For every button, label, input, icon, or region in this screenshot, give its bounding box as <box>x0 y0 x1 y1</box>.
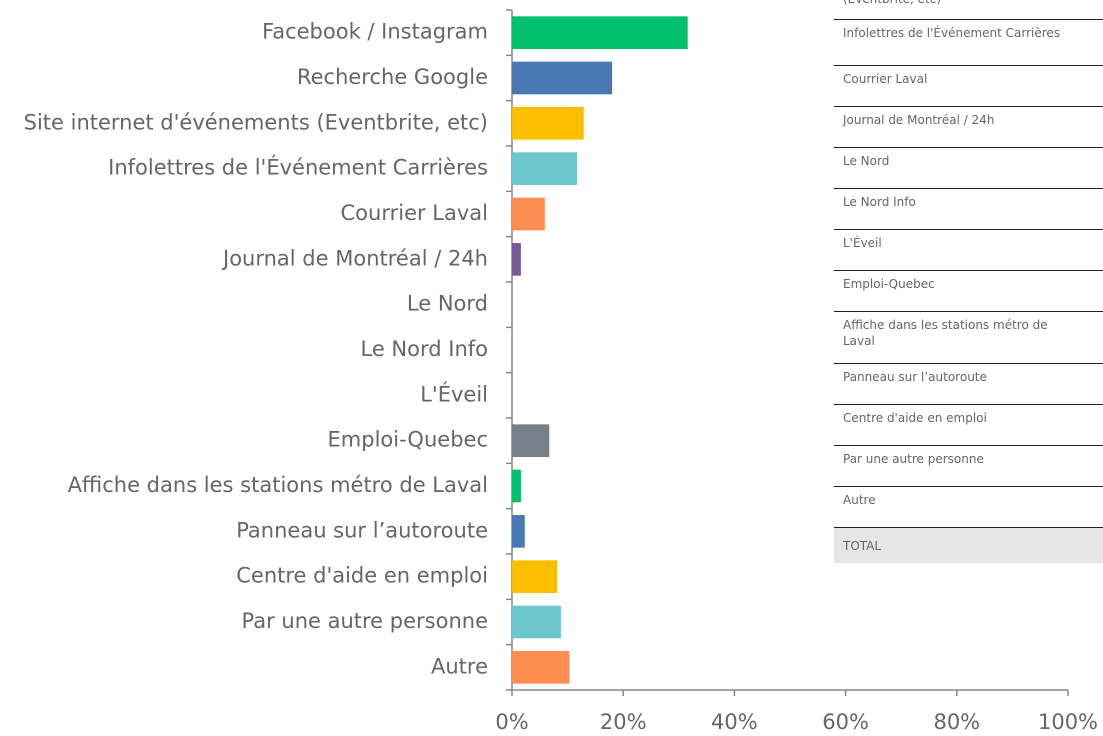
category-label: Journal de Montréal / 24h <box>221 246 488 270</box>
row-label: Le Nord <box>843 154 890 168</box>
row-label: Courrier Laval <box>843 72 928 86</box>
bar <box>512 515 525 548</box>
category-label: Site internet d'événements (Eventbrite, … <box>24 110 488 134</box>
x-tick-label: 60% <box>822 710 869 734</box>
category-label: Courrier Laval <box>341 201 488 225</box>
bar <box>512 61 613 95</box>
bar <box>512 16 688 49</box>
x-tick-label: 80% <box>933 710 980 734</box>
category-label: Autre <box>431 654 488 678</box>
bar <box>512 605 561 639</box>
bar <box>512 107 584 140</box>
table-row: Emploi-Quebec <box>834 271 1103 312</box>
x-tick-label: 100% <box>1038 710 1098 734</box>
bar <box>512 243 521 276</box>
category-label: Panneau sur l’autoroute <box>236 518 488 542</box>
x-tick-label: 20% <box>600 710 647 734</box>
table-row: L'Éveil <box>834 230 1103 271</box>
x-tick-label: 40% <box>711 710 758 734</box>
table-row: (Eventbrite, etc) <box>834 0 1103 20</box>
bar <box>512 152 578 185</box>
category-label: Recherche Google <box>297 65 488 89</box>
table-row: Centre d'aide en emploi <box>834 405 1103 446</box>
row-label: Centre d'aide en emploi <box>843 411 987 425</box>
category-label: Affiche dans les stations métro de Laval <box>68 473 488 497</box>
row-label: Panneau sur l’autoroute <box>843 370 987 384</box>
row-label: (Eventbrite, etc) <box>843 0 1073 7</box>
category-label: Emploi-Quebec <box>328 428 488 452</box>
bar <box>512 651 570 684</box>
table-row: Panneau sur l’autoroute <box>834 364 1103 405</box>
row-label: Affiche dans les stations métro de Laval <box>843 318 1048 348</box>
row-label: Par une autre personne <box>843 452 984 466</box>
category-label: Facebook / Instagram <box>262 20 488 44</box>
total-row: TOTAL <box>834 528 1103 563</box>
category-label: Infolettres de l'Événement Carrières <box>108 155 488 180</box>
table-row: Par une autre personne <box>834 446 1103 487</box>
row-label: Infolettres de l'Événement Carrières <box>843 26 1061 40</box>
table-row: Affiche dans les stations métro de Laval <box>834 312 1103 364</box>
table-row: Infolettres de l'Événement Carrières <box>834 20 1103 66</box>
row-label: Autre <box>843 493 876 507</box>
table-row: Autre <box>834 487 1103 528</box>
bar <box>512 197 545 231</box>
bar <box>512 424 550 457</box>
table-row: Le Nord <box>834 148 1103 189</box>
bar <box>512 560 558 593</box>
table-row: Journal de Montréal / 24h <box>834 107 1103 148</box>
category-label: Par une autre personne <box>241 609 488 633</box>
table: (Eventbrite, etc) Infolettres de l'Événem… <box>834 0 1103 563</box>
category-label: L'Éveil <box>420 381 488 406</box>
x-tick-label: 0% <box>495 710 528 734</box>
row-label: L'Éveil <box>843 236 882 250</box>
row-label: Journal de Montréal / 24h <box>843 113 995 127</box>
row-label: TOTAL <box>843 539 882 553</box>
table-row: Courrier Laval <box>834 66 1103 107</box>
table-row: Le Nord Info <box>834 189 1103 230</box>
row-label: Le Nord Info <box>843 195 916 209</box>
category-label: Le Nord <box>407 292 488 316</box>
category-label: Le Nord Info <box>361 337 489 361</box>
bar <box>512 469 521 503</box>
category-label: Centre d'aide en emploi <box>236 564 488 588</box>
row-label: Emploi-Quebec <box>843 277 935 291</box>
